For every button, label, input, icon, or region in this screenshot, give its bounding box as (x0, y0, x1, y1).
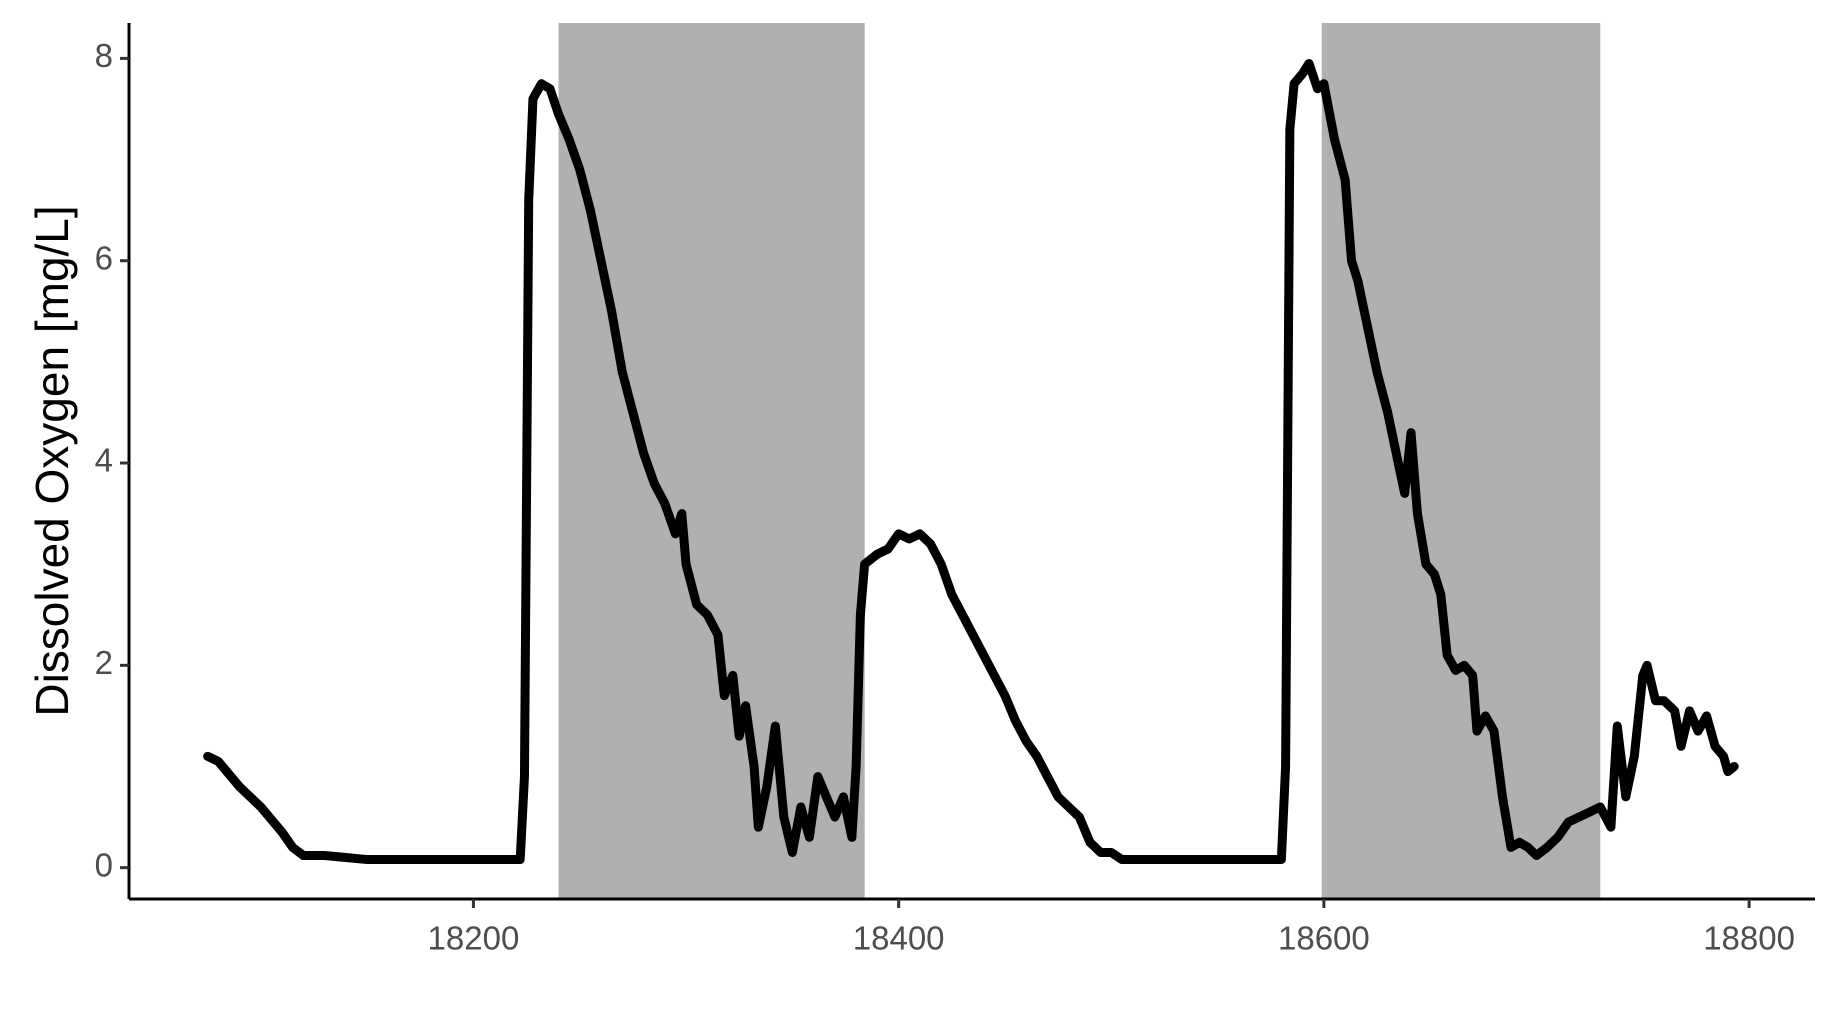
y-tick-label: 8 (95, 37, 113, 74)
shaded-region (558, 23, 865, 899)
axes: 18200 18400 18600 18800 0 2 4 6 8 (95, 37, 1795, 957)
plot-area (203, 58, 1739, 865)
y-axis-label: Dissolved Oxygen [mg/L] (26, 205, 78, 716)
y-tick-label: 4 (95, 442, 113, 479)
data-line (203, 58, 1739, 865)
shaded-regions (558, 23, 1601, 899)
shaded-region (1321, 23, 1601, 899)
x-tick-label: 18800 (1703, 920, 1795, 957)
x-tick-label: 18400 (853, 920, 945, 957)
y-tick-label: 2 (95, 644, 113, 681)
y-tick-label: 0 (95, 846, 113, 883)
x-tick-label: 18200 (428, 920, 520, 957)
x-tick-label: 18600 (1278, 920, 1370, 957)
y-tick-label: 6 (95, 239, 113, 276)
